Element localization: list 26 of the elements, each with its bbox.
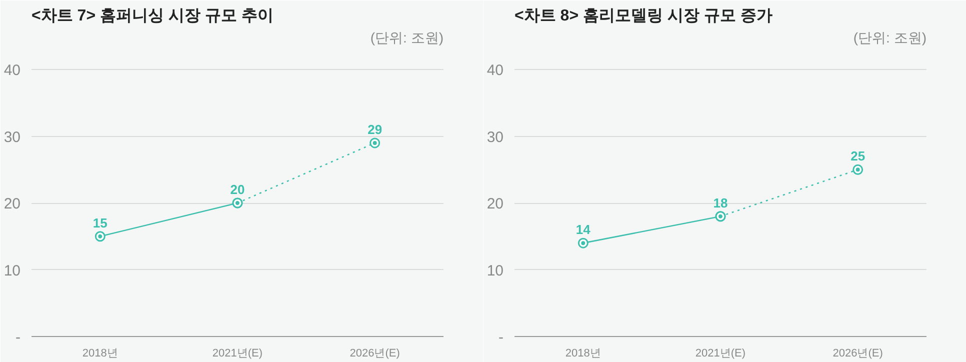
y-tick-label: 20: [4, 196, 21, 213]
chart-title: <차트 8> 홈리모델링 시장 규모 증가: [514, 8, 772, 24]
x-tick-label: 2021년(E): [695, 348, 746, 360]
y-tick-label: 30: [486, 128, 504, 146]
y-tick-label: 30: [4, 128, 21, 146]
data-label: 18: [713, 195, 728, 210]
data-label: 25: [850, 148, 866, 164]
data-label: 15: [92, 215, 108, 230]
x-tick-label: 2018년: [82, 348, 118, 360]
y-tick-label: 10: [4, 262, 21, 280]
x-tick-label: 2018년: [565, 348, 601, 360]
x-tick-label: 2021년(E): [212, 348, 263, 360]
y-tick-label: -: [498, 329, 504, 346]
annotation: (단위: 조원): [370, 30, 444, 46]
y-tick-label: -: [16, 329, 21, 346]
y-tick-label: 40: [486, 62, 504, 80]
data-label: 29: [368, 122, 382, 137]
data-label: 20: [230, 182, 245, 198]
chart-title: <차트 7> 홈퍼니싱 시장 규모 추이: [32, 8, 274, 24]
data-label: 14: [576, 222, 592, 238]
x-tick-label: 2026년(E): [350, 348, 400, 360]
x-tick-label: 2026년(E): [832, 348, 883, 360]
y-tick-label: 40: [4, 62, 21, 80]
annotation: (단위: 조원): [853, 30, 927, 46]
y-tick-label: 10: [486, 262, 504, 280]
y-tick-label: 20: [486, 196, 504, 213]
